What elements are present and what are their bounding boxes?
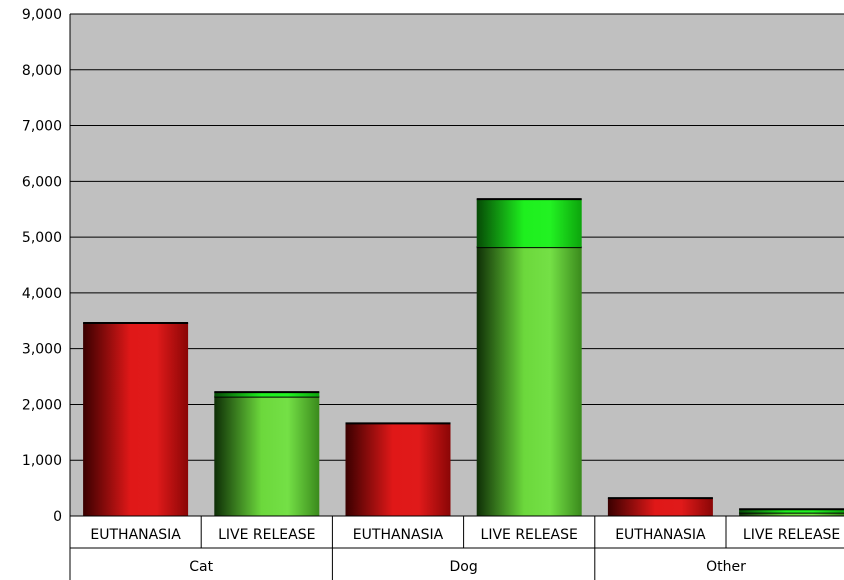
bar-segment-series-1 (345, 423, 451, 516)
x-tick-label: EUTHANASIA (90, 527, 181, 543)
x-group-label: Other (706, 559, 746, 575)
x-tick-label: LIVE RELEASE (218, 527, 315, 543)
bar-segment-series-2 (739, 509, 844, 513)
bars (83, 198, 844, 516)
y-tick-label: 7,000 (22, 119, 62, 135)
y-tick-label: 9,000 (22, 7, 62, 23)
bar-segment-series-1 (83, 323, 189, 516)
x-tick-label: LIVE RELEASE (743, 527, 840, 543)
x-tick-label: LIVE RELEASE (481, 527, 578, 543)
bar-segment-series-2 (476, 199, 582, 248)
x-group-label: Cat (189, 559, 213, 575)
plot-area (70, 14, 844, 516)
bar-segment-series-1 (214, 396, 320, 516)
x-tick-label: EUTHANASIA (353, 527, 444, 543)
bar-segment-series-1 (739, 512, 844, 516)
bar-segment-series-1 (607, 498, 713, 516)
y-tick-label: 6,000 (22, 174, 62, 190)
y-tick-label: 2,000 (22, 397, 62, 413)
y-tick-label: 1,000 (22, 453, 62, 469)
y-axis: 0 1,000 2,000 3,000 4,000 5,000 6,000 7,000 8,00… (22, 7, 71, 525)
y-tick-label: 3,000 (22, 342, 62, 358)
x-tick-label: EUTHANASIA (615, 527, 706, 543)
grid (70, 13, 844, 517)
bar-segment-series-2 (214, 392, 320, 397)
y-tick-label: 8,000 (22, 63, 62, 79)
x-axis: EUTHANASIA LIVE RELEASE EUTHANASIA LIVE REL… (69, 515, 844, 580)
x-group-label: Dog (449, 559, 477, 575)
y-tick-label: 5,000 (22, 230, 62, 246)
bar-segment-series-1 (476, 247, 582, 516)
y-tick-label: 4,000 (22, 286, 62, 302)
y-tick-label: 0 (53, 509, 62, 525)
